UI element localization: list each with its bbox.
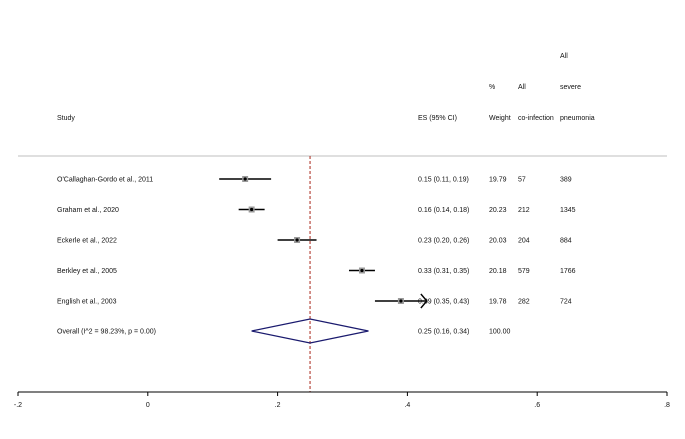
overall-label: Overall (I^2 = 98.23%, p = 0.00)	[57, 329, 156, 336]
x-tick-label: .4	[404, 402, 410, 409]
point-estimate	[360, 268, 364, 273]
es-value: 0.15 (0.11, 0.19)	[418, 177, 469, 184]
study-label: Berkley et al., 2005	[57, 268, 117, 275]
header-weight: Weight	[489, 115, 511, 122]
severe-value: 389	[560, 177, 572, 184]
study-label: O'Callaghan-Gordo et al., 2011	[57, 177, 153, 184]
header-coinfection: co-infection	[518, 115, 554, 122]
study-label: Graham et al., 2020	[57, 207, 119, 214]
x-axis: -.2 0 .2 .4 .6 .8	[14, 391, 670, 409]
x-tick-label: 0	[146, 402, 150, 409]
header-coinfection-top: All	[518, 84, 526, 91]
severe-value: 1345	[560, 207, 576, 214]
coinfection-value: 57	[518, 177, 526, 184]
es-value: 0.33 (0.31, 0.35)	[418, 268, 469, 275]
ci-arrow	[420, 293, 428, 309]
weight-value: 20.18	[489, 268, 507, 275]
point-estimate	[250, 207, 254, 212]
header-severe-top2: severe	[560, 84, 581, 91]
weight-value: 20.03	[489, 238, 507, 245]
x-tick-label: .2	[275, 402, 281, 409]
study-row: Berkley et al., 2005 0.33 (0.31, 0.35) 20.…	[57, 267, 576, 275]
study-row: Graham et al., 2020 0.16 (0.14, 0.18) 20.2…	[57, 206, 576, 214]
study-label: Eckerle et al., 2022	[57, 238, 117, 245]
study-row: English et al., 2003 0.39 (0.35, 0.43) 19.…	[57, 293, 572, 309]
overall-row: Overall (I^2 = 98.23%, p = 0.00) 0.25 (0.…	[57, 156, 511, 392]
coinfection-value: 282	[518, 299, 530, 306]
study-rows: O'Callaghan-Gordo et al., 2011 0.15 (0.11…	[57, 176, 576, 309]
header-es: ES (95% CI)	[418, 115, 457, 122]
study-row: O'Callaghan-Gordo et al., 2011 0.15 (0.11…	[57, 176, 572, 184]
x-tick-label: -.2	[14, 402, 22, 409]
study-row: Eckerle et al., 2022 0.23 (0.20, 0.26) 20.…	[57, 237, 572, 245]
coinfection-value: 579	[518, 268, 530, 275]
es-value: 0.23 (0.20, 0.26)	[418, 238, 469, 245]
severe-value: 884	[560, 238, 572, 245]
point-estimate	[243, 177, 247, 181]
overall-es-value: 0.25 (0.16, 0.34)	[418, 329, 469, 336]
severe-value: 724	[560, 299, 572, 306]
overall-weight-value: 100.00	[489, 329, 511, 336]
x-tick-label: .8	[664, 402, 670, 409]
header-study: Study	[57, 115, 75, 122]
x-tick-label: .6	[534, 402, 540, 409]
weight-value: 20.23	[489, 207, 507, 214]
overall-diamond	[251, 318, 369, 344]
coinfection-value: 212	[518, 207, 530, 214]
point-estimate	[399, 299, 403, 303]
es-value: 0.39 (0.35, 0.43)	[418, 299, 469, 306]
header-weight-top: %	[489, 84, 495, 91]
severe-value: 1766	[560, 268, 576, 275]
es-value: 0.16 (0.14, 0.18)	[418, 207, 469, 214]
study-label: English et al., 2003	[57, 299, 117, 306]
point-estimate	[295, 238, 299, 242]
header-severe: pneumonia	[560, 115, 595, 122]
coinfection-value: 204	[518, 238, 530, 245]
column-headers: Study ES (95% CI) % Weight All co-infect…	[57, 53, 595, 122]
header-severe-top1: All	[560, 53, 568, 60]
weight-value: 19.79	[489, 177, 507, 184]
weight-value: 19.78	[489, 299, 507, 306]
